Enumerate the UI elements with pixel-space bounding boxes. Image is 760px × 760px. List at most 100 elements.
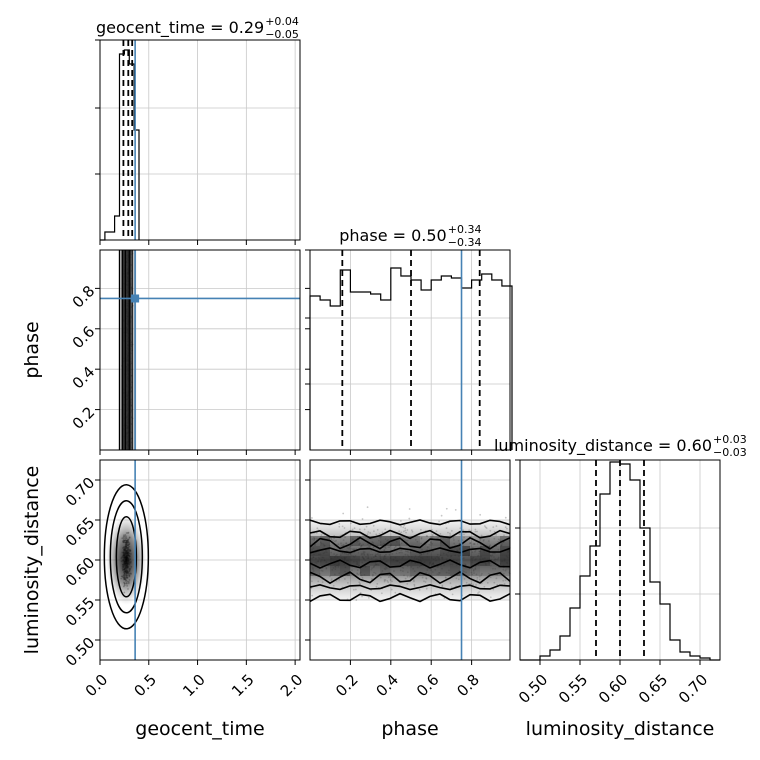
histogram-geocent_time bbox=[100, 49, 140, 241]
title-upper-error: +0.03 bbox=[713, 433, 747, 446]
density-cell bbox=[390, 566, 400, 576]
y-tick-label: 0.4 bbox=[69, 363, 99, 393]
panel-frame-1-0 bbox=[99, 249, 301, 451]
title-text: luminosity_distance = 0.60 bbox=[494, 436, 712, 456]
panel-title-luminosity_distance: luminosity_distance = 0.60 +0.03−0.03 bbox=[494, 433, 747, 459]
density-cell bbox=[400, 566, 410, 576]
x-axis-label: geocent_time bbox=[135, 718, 264, 740]
density-cell bbox=[330, 556, 340, 566]
density-cell bbox=[410, 566, 420, 576]
density-cell bbox=[440, 536, 450, 546]
density-cell bbox=[380, 556, 390, 566]
contour-line bbox=[309, 571, 511, 585]
density-cell bbox=[330, 566, 340, 576]
panel-title-geocent_time: geocent_time = 0.29 +0.04−0.05 bbox=[96, 15, 299, 41]
density-cell bbox=[380, 536, 390, 546]
density-cell bbox=[500, 556, 510, 566]
panel-frame-1-1 bbox=[309, 249, 511, 451]
density-cell bbox=[460, 566, 470, 576]
density-cell bbox=[360, 546, 370, 556]
density-cell bbox=[410, 536, 420, 546]
scatter-point bbox=[366, 506, 369, 509]
density-cell bbox=[500, 536, 510, 546]
x-tick-label: 0.70 bbox=[675, 671, 711, 707]
x-tick-label: 0.65 bbox=[635, 671, 671, 707]
density-cell bbox=[390, 556, 400, 566]
panel-background-1-1 bbox=[310, 250, 510, 450]
density-cell bbox=[490, 566, 500, 576]
title-text: phase = 0.50 bbox=[339, 226, 446, 245]
scatter-point bbox=[310, 517, 313, 519]
contour-line bbox=[309, 519, 511, 526]
scatter-point bbox=[342, 512, 345, 515]
contour-ellipse bbox=[103, 484, 150, 630]
density-cell bbox=[440, 556, 450, 566]
x-tick-label: 0.60 bbox=[595, 671, 631, 707]
density-cell bbox=[350, 566, 360, 576]
y-tick-label: 0.50 bbox=[62, 634, 98, 670]
panel-frame-0-0 bbox=[99, 39, 301, 241]
contour-ellipse bbox=[115, 516, 138, 598]
density-cell bbox=[450, 536, 460, 546]
density-cell bbox=[420, 566, 430, 576]
contour-line bbox=[309, 592, 511, 603]
x-tick-label: 0.5 bbox=[130, 671, 160, 701]
axes-frames bbox=[95, 39, 721, 665]
contour-line bbox=[309, 529, 511, 540]
x-tick-label: 0.2 bbox=[332, 671, 362, 701]
density-cell bbox=[320, 546, 330, 556]
density-cell bbox=[430, 536, 440, 546]
density-cell bbox=[400, 546, 410, 556]
density-cell bbox=[470, 556, 480, 566]
density-cell bbox=[320, 556, 330, 566]
grid-lines bbox=[99, 39, 720, 660]
density-cell bbox=[340, 536, 350, 546]
x-tick-label: 1.5 bbox=[228, 671, 258, 701]
density-cell bbox=[430, 556, 440, 566]
scatter-point bbox=[408, 508, 411, 510]
density-cell bbox=[480, 566, 490, 576]
x-tick-label: 0.50 bbox=[515, 671, 551, 707]
y-tick-label: 0.60 bbox=[62, 554, 98, 590]
density-cell bbox=[420, 536, 430, 546]
y-tick-label: 0.65 bbox=[62, 514, 98, 550]
density-cell bbox=[490, 546, 500, 556]
y-tick-label: 0.6 bbox=[69, 322, 99, 352]
data-marks bbox=[100, 40, 720, 661]
density-cell bbox=[310, 566, 320, 576]
density-cell bbox=[320, 566, 330, 576]
density-cell bbox=[310, 556, 320, 566]
density-core bbox=[121, 250, 132, 450]
density-cell bbox=[490, 536, 500, 546]
x-axis-label: phase bbox=[381, 718, 438, 740]
density-cell bbox=[400, 536, 410, 546]
contour-line bbox=[309, 536, 511, 550]
scatter-point bbox=[504, 516, 507, 519]
density-cell bbox=[440, 546, 450, 556]
truth-marker bbox=[131, 294, 140, 303]
density-cell bbox=[450, 556, 460, 566]
contour-line bbox=[309, 559, 511, 569]
density-cell bbox=[340, 566, 350, 576]
panel-background-0-0 bbox=[100, 40, 300, 240]
contour-ellipse bbox=[109, 500, 144, 614]
density-cell bbox=[330, 546, 340, 556]
density-cell bbox=[500, 566, 510, 576]
density-blob bbox=[106, 515, 147, 605]
density-cell bbox=[330, 536, 340, 546]
density-cell bbox=[380, 546, 390, 556]
title-lower-error: −0.34 bbox=[448, 236, 482, 249]
x-tick-label: 1.0 bbox=[179, 671, 209, 701]
density-cell bbox=[340, 546, 350, 556]
scatter-point bbox=[408, 517, 411, 520]
density-cell bbox=[350, 556, 360, 566]
title-text: geocent_time = 0.29 bbox=[96, 18, 264, 38]
density-cell bbox=[480, 546, 490, 556]
scatter-point bbox=[454, 508, 457, 511]
density-cell bbox=[470, 566, 480, 576]
title-lower-error: −0.05 bbox=[265, 28, 299, 41]
density-cell bbox=[310, 536, 320, 546]
density-cell bbox=[430, 566, 440, 576]
density-cell bbox=[360, 556, 370, 566]
